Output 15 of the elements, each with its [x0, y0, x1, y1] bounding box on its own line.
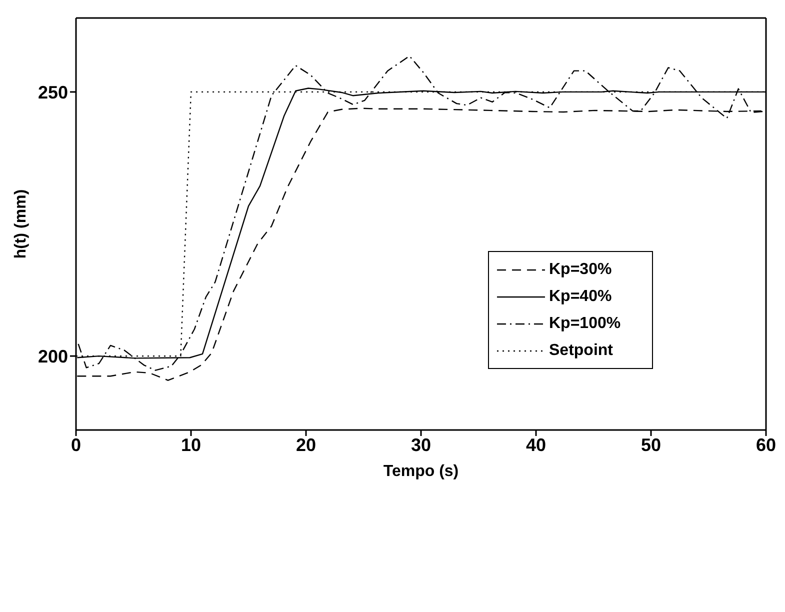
- x-tick-label: 10: [180, 434, 202, 455]
- x-tick-label: 50: [640, 434, 662, 455]
- y-tick-label: 200: [38, 346, 68, 366]
- legend-label: Setpoint: [549, 342, 613, 360]
- y-tick-label: 250: [38, 82, 68, 102]
- x-tick-label: 60: [756, 434, 776, 455]
- legend-label: Kp=40%: [549, 288, 612, 306]
- x-tick-label: 0: [70, 434, 82, 455]
- x-axis-title: Tempo (s): [383, 463, 459, 480]
- legend-label: Kp=30%: [549, 260, 612, 278]
- legend-label: Kp=100%: [549, 314, 621, 332]
- x-tick-label: 30: [410, 434, 432, 455]
- y-axis-title: h(t) (mm): [12, 189, 30, 259]
- x-tick-label: 20: [296, 434, 316, 455]
- x-tick-label: 40: [526, 434, 546, 455]
